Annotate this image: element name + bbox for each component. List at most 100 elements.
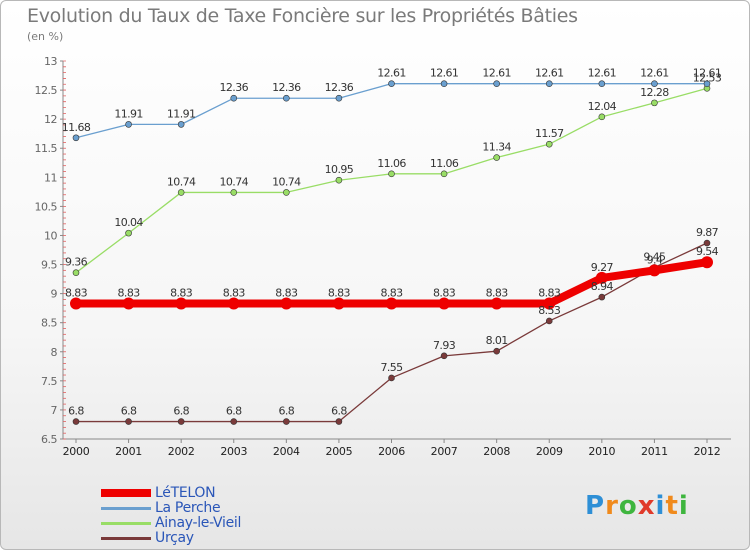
y-tick-label: 7: [51, 404, 58, 417]
data-point: [388, 80, 395, 87]
data-point: [335, 94, 343, 102]
data-label: 12.36: [325, 81, 354, 94]
data-point: [651, 80, 658, 87]
data-label: 11.91: [114, 107, 143, 120]
x-tick-label: 2003: [220, 445, 247, 458]
data-label: 8.83: [65, 287, 88, 300]
data-label: 12.61: [482, 67, 511, 80]
logo-letter: i: [655, 491, 666, 521]
chart-subtitle: (en %): [27, 30, 64, 43]
data-label: 12.61: [430, 67, 459, 80]
data-point: [125, 229, 132, 237]
data-point: [385, 297, 398, 310]
data-label: 8.83: [328, 287, 351, 300]
data-point: [230, 418, 238, 425]
logo-letter: r: [605, 491, 619, 521]
legend-label: Urçay: [155, 530, 194, 546]
chart-axes: 6.5 7 7.5 8 8.5 9 9.5 10 10.5 11 11.5 12 12.5 13 2000 2…: [35, 55, 731, 458]
data-label: 9.4: [647, 253, 663, 266]
data-point: [438, 297, 451, 310]
data-point: [122, 297, 135, 310]
data-point: [545, 80, 553, 87]
y-tick-label: 10.5: [35, 200, 58, 213]
data-point: [283, 418, 290, 425]
data-label: 10.74: [272, 175, 301, 188]
data-point: [701, 256, 713, 269]
data-point: [72, 134, 80, 142]
data-label: 9.36: [65, 256, 88, 269]
legend-label: La Perche: [155, 500, 221, 516]
data-point: [440, 170, 448, 178]
y-tick-label: 8.5: [41, 317, 57, 330]
data-point: [280, 297, 293, 310]
data-label: 11.06: [430, 157, 459, 170]
data-label: 9.54: [696, 245, 719, 258]
data-label: 8.94: [591, 280, 614, 293]
data-label: 10.74: [167, 175, 196, 188]
legend-swatch: [101, 507, 151, 510]
data-label: 6.8: [68, 405, 84, 418]
y-tick-label: 12.5: [35, 84, 58, 97]
data-point: [703, 239, 711, 247]
logo-letter: P: [585, 491, 606, 521]
logo-letter: x: [637, 491, 656, 521]
chart-legend: LéTELON La Perche Ainay-le-Vieil Urçay: [101, 485, 321, 546]
y-tick-label: 7.5: [41, 375, 57, 388]
data-label: 12.53: [693, 71, 722, 84]
data-point: [703, 80, 711, 87]
data-point: [177, 189, 185, 196]
data-label: 11.91: [167, 107, 196, 120]
x-tick-label: 2011: [641, 445, 668, 458]
x-tick-label: 2007: [431, 445, 458, 458]
data-label: 12.61: [535, 67, 564, 80]
data-label: 6.8: [331, 405, 347, 418]
data-label: 8.83: [538, 287, 561, 300]
data-label: 6.8: [278, 405, 294, 418]
data-point: [177, 418, 185, 425]
data-label: 10.74: [220, 175, 249, 188]
data-label: 8.53: [538, 304, 561, 317]
data-point: [388, 374, 395, 382]
series-points: [70, 80, 713, 425]
legend-item: Urçay: [101, 530, 321, 546]
data-label: 6.8: [226, 405, 242, 418]
data-point: [388, 170, 395, 178]
data-label: 12.04: [588, 100, 617, 113]
data-point: [440, 352, 448, 360]
x-tick-label: 2004: [273, 445, 300, 458]
data-label: 9.27: [591, 261, 614, 274]
data-label: 7.55: [380, 361, 403, 374]
data-point: [335, 418, 343, 425]
y-tick-label: 11.5: [35, 142, 58, 155]
data-label: 11.34: [482, 141, 511, 154]
data-point: [70, 297, 82, 310]
legend-label: LéTELON: [155, 485, 216, 501]
x-tick-label: 2001: [115, 445, 142, 458]
data-point: [283, 94, 290, 102]
data-point: [175, 297, 188, 310]
x-tick-label: 2012: [694, 445, 721, 458]
data-label: 12.61: [693, 67, 722, 80]
data-point: [227, 297, 240, 310]
data-label: 11.68: [62, 121, 91, 134]
data-label: 10.95: [325, 163, 354, 176]
x-tick-label: 2002: [168, 445, 195, 458]
data-point: [177, 121, 185, 128]
y-tick-label: 13: [44, 55, 57, 68]
data-point: [595, 271, 608, 284]
data-point: [230, 189, 238, 196]
data-point: [598, 80, 606, 87]
legend-label: Ainay-le-Vieil: [155, 515, 242, 531]
data-label: 12.61: [588, 67, 617, 80]
x-tick-label: 2000: [63, 445, 90, 458]
data-point: [545, 317, 553, 325]
legend-item: Ainay-le-Vieil: [101, 515, 321, 531]
y-tick-label: 8: [51, 346, 58, 359]
data-label: 12.61: [377, 67, 406, 80]
data-label: 8.83: [170, 287, 193, 300]
legend-swatch: [101, 522, 151, 525]
legend-item: La Perche: [101, 500, 321, 516]
data-point: [72, 418, 80, 425]
y-tick-label: 6.5: [41, 433, 57, 446]
